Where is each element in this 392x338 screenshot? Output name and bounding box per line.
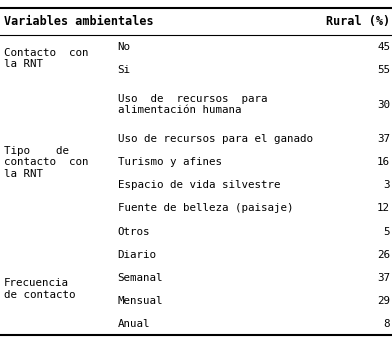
Text: 16: 16 — [377, 157, 390, 167]
Text: Espacio de vida silvestre: Espacio de vida silvestre — [118, 180, 280, 190]
Text: Uso  de  recursos  para
alimentación humana: Uso de recursos para alimentación humana — [118, 94, 267, 116]
Text: Diario: Diario — [118, 249, 156, 260]
Text: 3: 3 — [383, 180, 390, 190]
Text: 29: 29 — [377, 296, 390, 306]
Text: Variables ambientales: Variables ambientales — [4, 16, 154, 28]
Text: 45: 45 — [377, 42, 390, 52]
Text: 55: 55 — [377, 65, 390, 75]
Text: No: No — [118, 42, 131, 52]
Text: Frecuencia
de contacto: Frecuencia de contacto — [4, 279, 75, 300]
Text: Rural (%): Rural (%) — [326, 16, 390, 28]
Text: Si: Si — [118, 65, 131, 75]
Text: Mensual: Mensual — [118, 296, 163, 306]
Text: Anual: Anual — [118, 319, 150, 329]
Text: Tipo    de
contacto  con
la RNT: Tipo de contacto con la RNT — [4, 146, 89, 179]
Text: Contacto  con
la RNT: Contacto con la RNT — [4, 48, 89, 69]
Text: Otros: Otros — [118, 226, 150, 237]
Text: 26: 26 — [377, 249, 390, 260]
Text: 8: 8 — [383, 319, 390, 329]
Text: 37: 37 — [377, 273, 390, 283]
Text: 12: 12 — [377, 203, 390, 214]
Text: Turismo y afines: Turismo y afines — [118, 157, 221, 167]
Text: 37: 37 — [377, 134, 390, 144]
Text: 5: 5 — [383, 226, 390, 237]
Text: Semanal: Semanal — [118, 273, 163, 283]
Text: Uso de recursos para el ganado: Uso de recursos para el ganado — [118, 134, 312, 144]
Text: Fuente de belleza (paisaje): Fuente de belleza (paisaje) — [118, 203, 293, 214]
Text: 30: 30 — [377, 100, 390, 110]
